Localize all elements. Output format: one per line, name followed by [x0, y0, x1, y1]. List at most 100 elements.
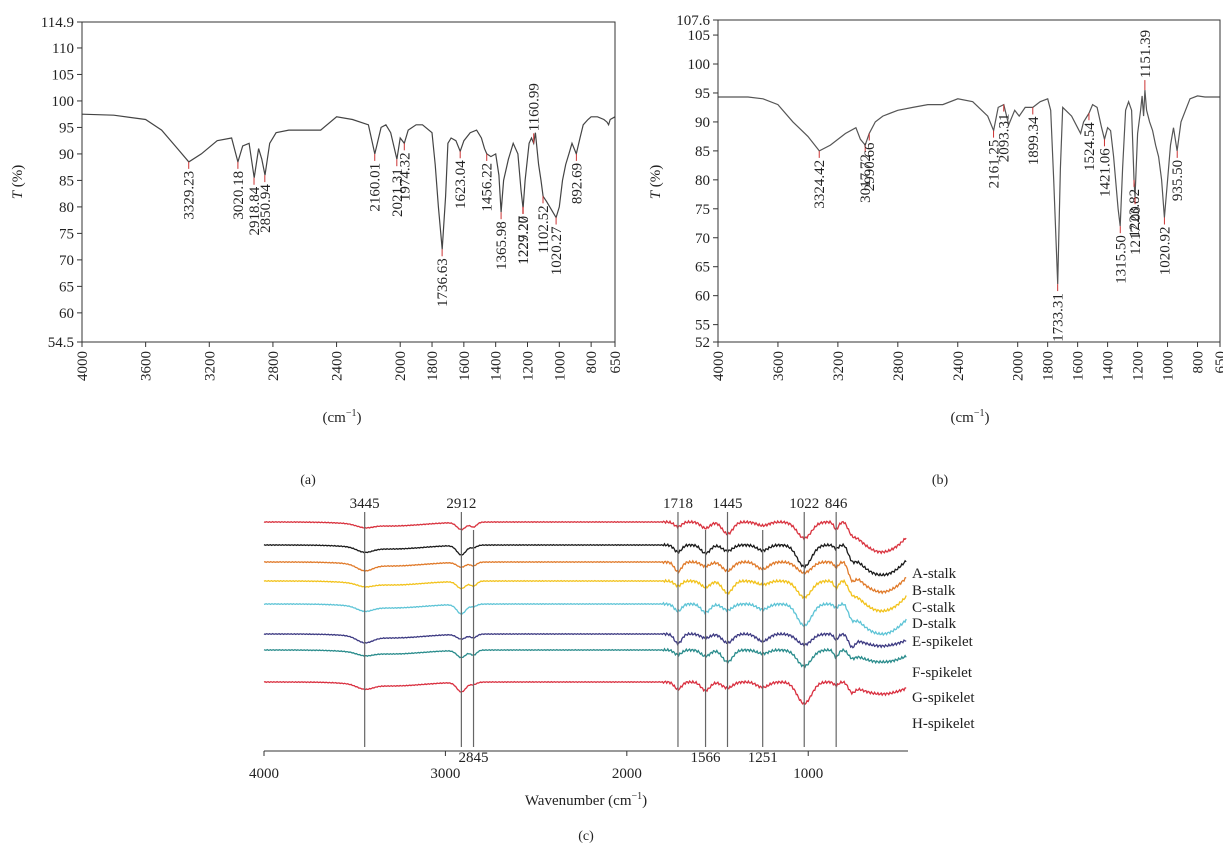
peak-label: 1899.34 [1026, 116, 1042, 165]
y-tick-label: 85 [695, 144, 710, 160]
y-tick-label: 90 [59, 147, 74, 163]
peak-label: 1223.82 [1127, 189, 1143, 238]
y-tick-label: 70 [695, 231, 710, 247]
x-tick-label: 1200 [1131, 351, 1147, 381]
peak-label: 1020.27 [549, 226, 565, 275]
y-tick-label: 107.6 [676, 13, 710, 29]
y-tick-label: 60 [695, 289, 710, 305]
x-tick-label: 650 [1213, 351, 1223, 374]
x-tick-label: 650 [608, 351, 624, 374]
spectrum-line [263, 631, 907, 649]
peak-label: 1623.04 [453, 160, 469, 209]
spectrum-line [263, 679, 907, 706]
x-tick-label: 3200 [831, 351, 847, 381]
spectrum-line [718, 90, 1220, 285]
y-tick-label: 95 [59, 120, 74, 136]
spectrum-line [263, 542, 907, 577]
y-tick-label: 85 [59, 173, 74, 189]
panel-a-ylabel: T (%) [10, 165, 26, 200]
peak-label: 2160.01 [368, 163, 384, 212]
band-label: 846 [825, 496, 848, 512]
peak-label: 2021.31 [390, 168, 406, 217]
x-tick-label: 2800 [266, 351, 282, 381]
x-tick-label: 2400 [330, 351, 346, 381]
panel-c-chart: 3445 2912 1718 1445 1022 846 2845 1566 1251 A-st… [249, 496, 975, 844]
x-tick-label: 4000 [249, 766, 279, 782]
panel-a-xlabel: (cm−1) [323, 408, 362, 426]
peak-label: 2918.84 [247, 186, 263, 235]
band-label: 3445 [350, 496, 380, 512]
y-tick-label: 75 [695, 202, 710, 218]
spectrum-line [263, 578, 907, 614]
spectrum-line [263, 559, 907, 595]
band-label: 2912 [446, 496, 476, 512]
band-label: 1251 [748, 750, 778, 766]
peak-label: 1733.31 [1051, 293, 1067, 342]
peak-label: 1365.98 [494, 221, 510, 270]
peak-label: 1160.99 [527, 83, 543, 131]
spectrum-line [81, 113, 616, 250]
band-label: 1718 [663, 496, 693, 512]
legend-label: A-stalk [912, 566, 957, 582]
peak-label: 3324.42 [812, 160, 828, 209]
legend-label: H-spikelet [912, 716, 975, 732]
band-label: 1445 [712, 496, 742, 512]
y-tick-label: 105 [52, 67, 75, 83]
peak-label: 1736.63 [435, 258, 451, 307]
y-tick-label: 95 [695, 86, 710, 102]
y-tick-label: 52 [695, 335, 710, 351]
spectrum-line [263, 601, 907, 637]
y-tick-label: 80 [695, 173, 710, 189]
panel-a-plot-frame [81, 21, 616, 343]
peak-label: 1151.39 [1138, 30, 1154, 78]
spectrum-line [263, 519, 907, 555]
x-tick-label: 2000 [393, 351, 409, 381]
peak-label: 892.69 [569, 163, 585, 204]
y-tick-label: 90 [695, 115, 710, 131]
peak-label: 1974.32 [397, 152, 413, 201]
x-tick-label: 1200 [520, 351, 536, 381]
peak-label: 1102.52 [536, 205, 552, 253]
peak-label: 2990.66 [862, 142, 878, 191]
y-tick-label: 75 [59, 226, 74, 242]
peak-label: 1227.20 [516, 216, 532, 265]
y-tick-label: 105 [688, 28, 711, 44]
peak-label: 3329.23 [182, 171, 198, 220]
peak-label: 2093.31 [997, 114, 1013, 163]
peak-label: 1229.27 [516, 215, 532, 264]
x-tick-label: 800 [584, 351, 600, 374]
peak-label: 935.50 [1170, 160, 1186, 201]
y-tick-label: 65 [59, 279, 74, 295]
peak-label: 1456.22 [480, 163, 496, 212]
x-tick-label: 4000 [711, 351, 727, 381]
peak-label: 1524.54 [1082, 122, 1098, 171]
x-tick-label: 3600 [139, 351, 155, 381]
y-tick-label: 110 [52, 41, 74, 57]
x-tick-label: 1000 [552, 351, 568, 381]
x-tick-label: 1800 [425, 351, 441, 381]
peak-label: 2161.25 [987, 140, 1003, 189]
x-tick-label: 800 [1191, 351, 1207, 374]
legend-label: D-stalk [912, 616, 957, 632]
peak-label: 1315.50 [1113, 235, 1129, 284]
x-tick-label: 2000 [612, 766, 642, 782]
y-tick-label: 60 [59, 306, 74, 322]
y-tick-label: 100 [52, 94, 75, 110]
x-tick-label: 2800 [891, 351, 907, 381]
x-tick-label: 2000 [1011, 351, 1027, 381]
spectrum-line [263, 647, 907, 669]
legend-label: B-stalk [912, 583, 956, 599]
x-tick-label: 1800 [1041, 351, 1057, 381]
x-tick-label: 3200 [202, 351, 218, 381]
x-tick-label: 1600 [1071, 351, 1087, 381]
band-label: 1022 [789, 496, 819, 512]
panel-b-xlabel: (cm−1) [951, 408, 990, 426]
y-tick-label: 80 [59, 200, 74, 216]
panel-b-label: (b) [932, 473, 949, 488]
x-tick-label: 4000 [75, 351, 91, 381]
panel-b-ylabel: T (%) [648, 165, 664, 200]
band-label: 2845 [459, 750, 489, 766]
x-tick-label: 2400 [951, 351, 967, 381]
